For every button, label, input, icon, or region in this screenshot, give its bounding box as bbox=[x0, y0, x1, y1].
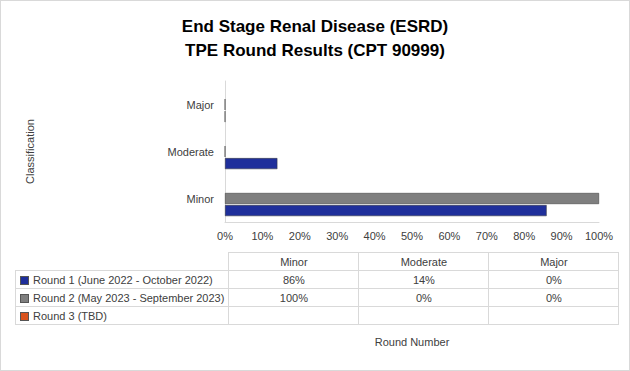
html-text:Round 2 (May 2023 - September: Round 2 (May 2023 - September 2023) bbox=[33, 291, 225, 304]
svg-text:60%: 60% bbox=[438, 230, 460, 242]
html-text:Round 1 (June 2022 - October 2: Round 1 (June 2022 - October 2022) bbox=[33, 273, 213, 286]
svg-text:0%: 0% bbox=[217, 230, 233, 242]
svg-text:70%: 70% bbox=[476, 230, 498, 242]
svg-text:Minor: Minor bbox=[186, 193, 214, 205]
svg-text:Round Number: Round Number bbox=[375, 336, 450, 348]
svg-text:Moderate: Moderate bbox=[168, 146, 214, 158]
svg-text:Classification: Classification bbox=[24, 119, 36, 184]
html-text:14%: 14% bbox=[412, 273, 435, 286]
html-text:0%: 0% bbox=[415, 291, 432, 304]
svg-text:90%: 90% bbox=[551, 230, 573, 242]
html-text:Minor: Minor bbox=[280, 255, 308, 268]
html-text:Moderate: Moderate bbox=[400, 255, 448, 268]
svg-text:100%: 100% bbox=[585, 230, 613, 242]
html-text:100%: 100% bbox=[279, 291, 308, 304]
svg-text:Major: Major bbox=[186, 99, 214, 111]
svg-text:50%: 50% bbox=[401, 230, 423, 242]
html-text:0%: 0% bbox=[545, 291, 562, 304]
html-text:0%: 0% bbox=[545, 273, 562, 286]
svg-text:30%: 30% bbox=[326, 230, 348, 242]
svg-text:40%: 40% bbox=[364, 230, 386, 242]
html-text:Round 3 (TBD): Round 3 (TBD) bbox=[33, 309, 107, 322]
svg-text:10%: 10% bbox=[251, 230, 273, 242]
svg-text:TPE Round Results (CPT 90999): TPE Round Results (CPT 90999) bbox=[185, 41, 445, 60]
svg-text:20%: 20% bbox=[289, 230, 311, 242]
svg-text:80%: 80% bbox=[513, 230, 535, 242]
html-text:Major: Major bbox=[540, 255, 568, 268]
html-text:86%: 86% bbox=[282, 273, 305, 286]
svg-text:End Stage Renal Disease (ESRD): End Stage Renal Disease (ESRD) bbox=[182, 17, 448, 36]
